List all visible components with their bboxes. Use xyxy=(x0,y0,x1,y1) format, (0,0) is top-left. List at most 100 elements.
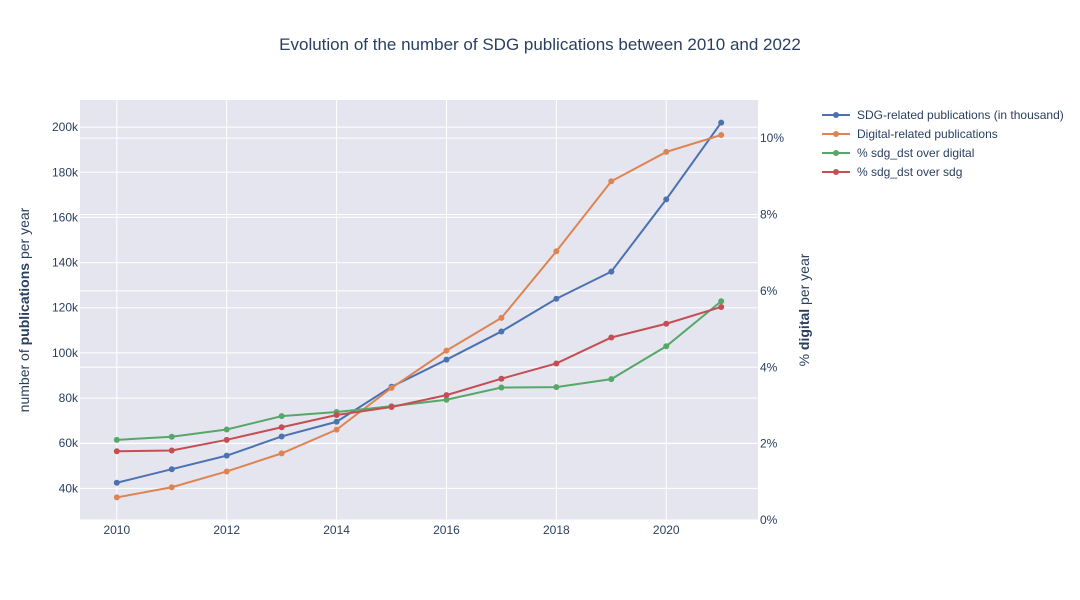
data-point[interactable] xyxy=(113,494,120,501)
data-point[interactable] xyxy=(168,433,175,440)
y-left-title-prefix: number of xyxy=(16,345,32,412)
data-point[interactable] xyxy=(223,468,230,475)
data-point[interactable] xyxy=(443,356,450,363)
data-point[interactable] xyxy=(278,413,285,420)
data-point[interactable] xyxy=(608,178,615,185)
y-right-tick-label: 2% xyxy=(760,437,778,451)
y-left-tick-label: 40k xyxy=(59,481,79,495)
data-point[interactable] xyxy=(443,392,450,399)
data-point[interactable] xyxy=(718,119,725,126)
y-left-axis-title: number of publications per year xyxy=(16,207,32,412)
data-point[interactable] xyxy=(608,376,615,383)
y-left-title-bold: publications xyxy=(16,263,32,346)
y-right-tick-label: 4% xyxy=(760,360,778,374)
x-tick-label: 2018 xyxy=(543,523,570,537)
legend-marker xyxy=(833,169,839,175)
data-point[interactable] xyxy=(278,450,285,457)
y-left-tick-label: 180k xyxy=(52,165,79,179)
y-left-tick-label: 80k xyxy=(59,391,79,405)
data-point[interactable] xyxy=(498,328,505,335)
legend-marker xyxy=(833,112,839,118)
x-tick-label: 2014 xyxy=(323,523,350,537)
data-point[interactable] xyxy=(718,303,725,310)
data-point[interactable] xyxy=(498,314,505,321)
data-point[interactable] xyxy=(168,484,175,491)
data-point[interactable] xyxy=(608,268,615,275)
x-axis-ticks: 2010 2012 2014 2016 2018 2020 xyxy=(103,523,679,537)
data-point[interactable] xyxy=(333,418,340,425)
legend-label: Digital-related publications xyxy=(857,127,998,141)
series-4 xyxy=(113,303,725,455)
y-right-axis-ticks: 0% 2% 4% 6% 8% 10% xyxy=(760,131,784,527)
x-tick-label: 2010 xyxy=(103,523,130,537)
plot-area xyxy=(80,100,758,520)
series-line xyxy=(116,300,722,441)
y-left-title-suffix: per year xyxy=(16,207,32,263)
legend-marker xyxy=(833,131,839,137)
data-point[interactable] xyxy=(553,384,560,391)
y-right-tick-label: 8% xyxy=(760,208,778,222)
data-point[interactable] xyxy=(278,424,285,431)
data-point[interactable] xyxy=(168,466,175,473)
series-line xyxy=(116,305,722,453)
y-left-tick-label: 60k xyxy=(59,436,79,450)
legend-item[interactable]: % sdg_dst over digital xyxy=(822,146,974,160)
data-point[interactable] xyxy=(498,384,505,391)
y-right-tick-label: 0% xyxy=(760,513,778,527)
grid xyxy=(80,100,758,521)
legend-marker xyxy=(833,150,839,156)
data-point[interactable] xyxy=(113,436,120,443)
legend: SDG-related publications (in thousand) Di… xyxy=(822,108,1064,179)
x-tick-label: 2012 xyxy=(213,523,240,537)
data-point[interactable] xyxy=(113,448,120,455)
y-left-tick-label: 120k xyxy=(52,301,79,315)
y-left-tick-label: 200k xyxy=(52,120,79,134)
y-left-axis-ticks: 40k 60k 80k 100k 120k 140k 160k 180k 200k xyxy=(52,120,79,495)
data-point[interactable] xyxy=(223,426,230,433)
y-right-title-bold: digital xyxy=(796,309,812,350)
legend-item[interactable]: SDG-related publications (in thousand) xyxy=(822,108,1064,122)
y-right-tick-label: 6% xyxy=(760,284,778,298)
data-point[interactable] xyxy=(443,347,450,354)
data-point[interactable] xyxy=(333,412,340,418)
data-point[interactable] xyxy=(498,375,505,382)
data-point[interactable] xyxy=(718,132,725,138)
series-layer xyxy=(113,119,725,501)
data-point[interactable] xyxy=(333,426,340,433)
data-point[interactable] xyxy=(553,295,560,302)
data-point[interactable] xyxy=(223,452,230,459)
y-right-tick-label: 10% xyxy=(760,131,784,145)
y-left-tick-label: 140k xyxy=(52,256,79,270)
data-point[interactable] xyxy=(223,436,230,443)
data-point[interactable] xyxy=(663,343,670,350)
data-point[interactable] xyxy=(663,196,670,203)
data-point[interactable] xyxy=(388,384,395,391)
data-point[interactable] xyxy=(443,396,450,403)
data-point[interactable] xyxy=(553,360,560,367)
legend-label: % sdg_dst over sdg xyxy=(857,165,962,179)
chart-title: Evolution of the number of SDG publicati… xyxy=(279,35,801,54)
data-point[interactable] xyxy=(663,148,670,155)
legend-item[interactable]: % sdg_dst over sdg xyxy=(822,165,962,179)
series-2 xyxy=(113,132,725,501)
series-line xyxy=(116,121,723,484)
x-tick-label: 2020 xyxy=(653,523,680,537)
data-point[interactable] xyxy=(663,320,670,327)
legend-label: SDG-related publications (in thousand) xyxy=(857,108,1064,122)
series-line xyxy=(116,134,722,499)
x-tick-label: 2016 xyxy=(433,523,460,537)
y-left-tick-label: 100k xyxy=(52,346,79,360)
data-point[interactable] xyxy=(718,298,725,305)
data-point[interactable] xyxy=(388,403,395,410)
data-point[interactable] xyxy=(278,433,285,440)
data-point[interactable] xyxy=(608,334,615,341)
data-point[interactable] xyxy=(168,447,175,454)
y-left-tick-label: 160k xyxy=(52,210,79,224)
data-point[interactable] xyxy=(113,479,120,486)
y-right-axis-title: % digital per year xyxy=(796,253,812,366)
y-right-title-suffix: per year xyxy=(796,253,812,309)
data-point[interactable] xyxy=(553,248,560,255)
legend-label: % sdg_dst over digital xyxy=(857,146,974,160)
legend-item[interactable]: Digital-related publications xyxy=(822,127,998,141)
